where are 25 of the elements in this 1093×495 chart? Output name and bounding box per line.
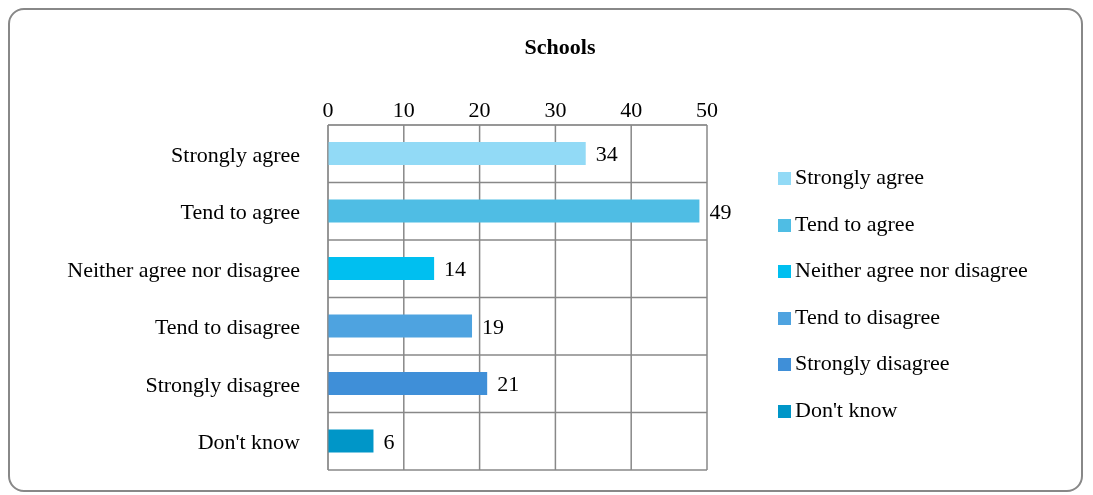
- data-label: 19: [482, 313, 505, 339]
- x-tick-label: 30: [544, 97, 567, 122]
- data-label: 49: [709, 198, 732, 224]
- y-tick-label: Neither agree nor disagree: [67, 256, 300, 282]
- legend-label: Tend to disagree: [795, 303, 941, 329]
- chart-title: Schools: [523, 34, 597, 60]
- y-tick-label: Strongly disagree: [145, 371, 300, 397]
- legend-label: Neither agree nor disagree: [795, 257, 1028, 282]
- data-label: 14: [444, 256, 467, 282]
- legend-label: Strongly disagree: [795, 350, 950, 375]
- data-label: 34: [595, 141, 618, 167]
- legend-label: Tend to agree: [795, 210, 915, 236]
- data-label: 21: [497, 371, 520, 397]
- y-tick-label: Tend to agree: [180, 199, 300, 225]
- y-tick-label: Don't know: [197, 429, 301, 455]
- legend-label: Strongly agree: [795, 164, 924, 189]
- y-tick-label: Tend to disagree: [154, 314, 300, 340]
- legend-label: Don't know: [795, 396, 898, 422]
- x-tick-label: 0: [322, 97, 334, 122]
- x-tick-label: 10: [392, 97, 415, 122]
- data-label: 6: [383, 428, 395, 454]
- x-tick-label: 20: [468, 97, 491, 122]
- x-tick-label: 40: [620, 97, 643, 122]
- y-tick-label: Strongly agree: [171, 141, 300, 167]
- x-tick-label: 50: [696, 97, 718, 122]
